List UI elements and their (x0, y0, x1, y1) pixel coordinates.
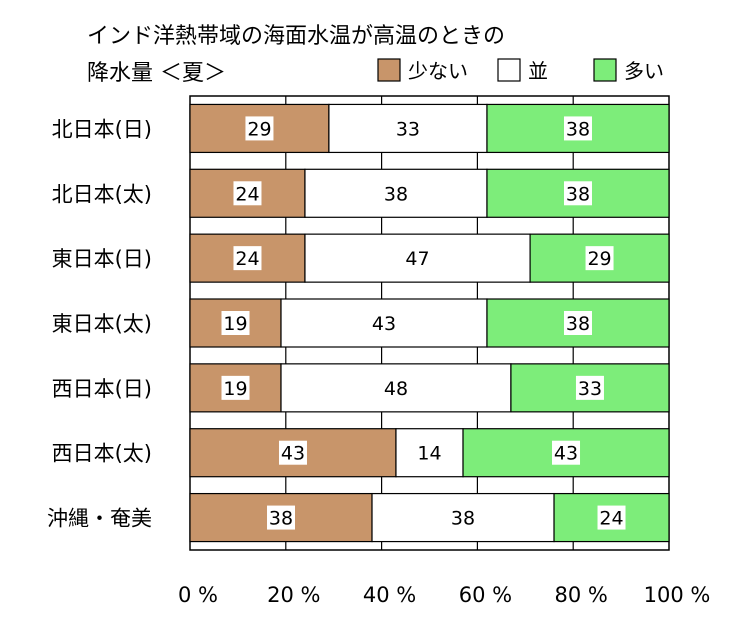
data-label: 29 (587, 248, 611, 270)
data-label: 38 (451, 508, 475, 530)
x-tick-label: 80 % (555, 583, 608, 607)
data-label-bg (585, 246, 614, 271)
data-label-bg (563, 311, 592, 335)
category-label: 西日本(日) (52, 377, 152, 401)
legend-swatch (497, 58, 521, 82)
x-tick-label: 100 % (644, 583, 711, 607)
data-label-bg (563, 116, 592, 141)
legend-swatch (593, 58, 617, 82)
data-label-bg (278, 440, 307, 465)
data-label: 38 (269, 508, 293, 530)
data-label-bg (552, 440, 581, 465)
x-tick-label: 60 % (459, 583, 512, 607)
bar-segment (328, 103, 488, 154)
data-label-bg (267, 505, 296, 530)
data-label: 24 (235, 183, 259, 205)
legend: 少ない 並 多い (377, 58, 664, 83)
category-labels: 北日本(日) 北日本(太) 東日本(日) 東日本(太) 西日本(日) 西日本(太) 沖縄・奄… (47, 117, 152, 530)
data-label-bg (381, 375, 410, 400)
data-label: 48 (384, 378, 408, 400)
data-label: 33 (578, 378, 602, 400)
data-label-bg (221, 311, 250, 335)
legend-label: 並 (528, 59, 548, 83)
data-label-bg (233, 181, 262, 206)
bars: 29 33 38 24 38 38 24 47 29 19 43 38 19 48 33 43 14 43 38 38… (189, 103, 670, 543)
data-label: 24 (599, 508, 623, 530)
data-label: 47 (405, 248, 429, 270)
legend-swatch (377, 58, 401, 82)
category-label: 東日本(日) (52, 247, 152, 271)
data-label-bg (403, 246, 432, 271)
data-label-bg (393, 116, 422, 141)
x-tick-labels: 0 % 20 % 40 % 60 % 80 % 100 % (178, 583, 710, 607)
data-label: 14 (417, 443, 441, 465)
data-label-bg (415, 440, 444, 465)
data-label: 19 (223, 378, 247, 400)
data-label: 38 (566, 118, 590, 140)
legend-label: 多い (624, 59, 664, 83)
category-label: 沖縄・奄美 (47, 507, 152, 531)
data-label: 29 (247, 118, 271, 140)
data-label: 19 (223, 313, 247, 335)
data-label-bg (369, 311, 398, 335)
data-label-bg (449, 505, 478, 530)
category-label: 東日本(太) (52, 312, 152, 336)
data-label-bg (221, 375, 250, 400)
data-label: 38 (566, 183, 590, 205)
data-label: 43 (372, 313, 396, 335)
legend-label: 少ない (408, 59, 468, 83)
data-label-bg (381, 181, 410, 206)
category-label: 北日本(太) (52, 182, 152, 206)
chart-title-line-1: インド洋熱帯域の海面水温が高温のときの (87, 24, 505, 49)
data-label-bg (597, 505, 626, 530)
x-tick-label: 0 % (178, 583, 218, 607)
category-label: 西日本(太) (52, 442, 152, 466)
data-label-bg (233, 246, 262, 271)
category-label: 北日本(日) (52, 117, 152, 141)
data-label-bg (563, 181, 592, 206)
x-tick-label: 20 % (267, 583, 320, 607)
data-label: 38 (384, 183, 408, 205)
data-label-bg (245, 116, 274, 141)
chart-title-line-2: 降水量 ＜夏＞ (87, 61, 226, 86)
data-label: 38 (566, 313, 590, 335)
data-label: 43 (281, 443, 305, 465)
data-label: 24 (235, 248, 259, 270)
data-label: 33 (396, 118, 420, 140)
data-label-bg (575, 375, 604, 400)
data-label: 43 (554, 443, 578, 465)
x-tick-label: 40 % (363, 583, 416, 607)
